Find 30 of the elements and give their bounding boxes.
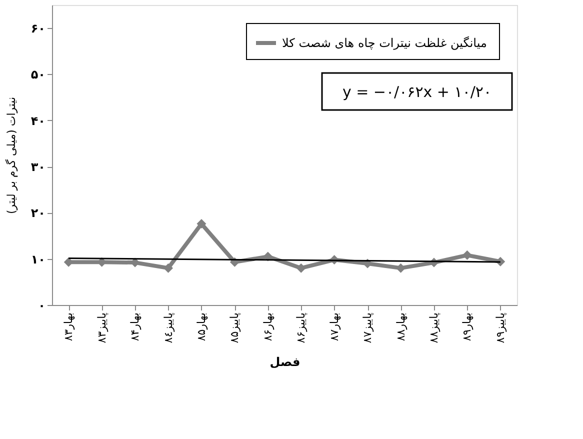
point <box>462 250 472 260</box>
x-tick-label: پاییز۸۷ <box>361 312 374 344</box>
x-tick-label: بهار۸۵ <box>194 312 208 342</box>
point <box>396 263 406 273</box>
x-tick-label: پاییز۸۶ <box>294 312 308 344</box>
y-tick-label: ۳۰ <box>30 160 46 174</box>
legend-label: میانگین غلظت نیترات چاه های شصت کلا <box>282 36 487 50</box>
y-tick-label: ۵۰ <box>30 68 46 82</box>
y-axis-title: نیترات (میلی گرم بر لیتر) <box>4 96 18 214</box>
x-tick-label: پاییز۸۵ <box>228 312 242 344</box>
x-tick-label: بهار۸۳ <box>62 312 76 342</box>
x-tick-label: پاییز۸۸ <box>427 312 440 344</box>
x-tick-label: بهار۸۷ <box>328 312 341 342</box>
point <box>296 263 306 273</box>
annotation: y = −۰/۰۶۲x + ۱۰/۲۰ <box>342 83 492 101</box>
x-tick-label: پاییز۸۳ <box>95 312 108 344</box>
x-tick-label: بهار۸۸ <box>394 312 408 342</box>
x-tick-label: بهار۸۶ <box>261 312 274 342</box>
x-tick-label: پاییز۸٤ <box>162 312 175 344</box>
y-tick-label: ۲۰ <box>30 206 46 220</box>
point <box>164 263 173 273</box>
x-tick-label: پاییز۸۹ <box>494 312 507 344</box>
y-tick-label: ۶۰ <box>30 22 46 36</box>
x-tick-label: بهار۸۴ <box>128 312 142 342</box>
x-axis-title: فصل <box>270 355 300 370</box>
x-tick-label: بهار۸۹ <box>460 312 474 342</box>
y-tick-label: ۱۰ <box>30 252 46 266</box>
y-tick-label: ۰ <box>38 298 46 312</box>
point <box>196 219 206 229</box>
y-tick-label: ۴۰ <box>30 114 46 128</box>
